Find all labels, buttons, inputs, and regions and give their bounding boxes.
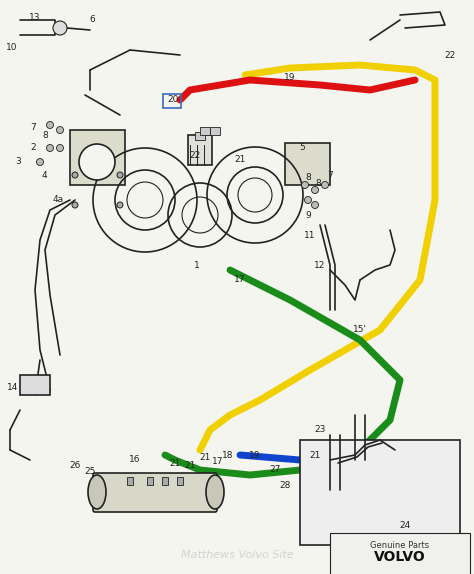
Bar <box>147 477 153 485</box>
Bar <box>70 130 125 185</box>
Text: 23: 23 <box>314 425 326 435</box>
Text: Genuine Parts: Genuine Parts <box>371 541 429 549</box>
Text: 9: 9 <box>305 211 311 219</box>
Ellipse shape <box>88 475 106 509</box>
Circle shape <box>72 202 78 208</box>
Text: 8: 8 <box>42 130 48 139</box>
Bar <box>162 477 168 485</box>
Bar <box>20 375 50 395</box>
Text: 17: 17 <box>212 457 224 467</box>
Text: 17: 17 <box>234 276 246 285</box>
Text: 14: 14 <box>7 383 18 393</box>
Bar <box>330 533 470 574</box>
Text: 21: 21 <box>199 453 210 463</box>
Circle shape <box>311 187 319 193</box>
Ellipse shape <box>206 475 224 509</box>
Bar <box>200 127 210 135</box>
Text: 21: 21 <box>169 459 181 467</box>
Text: 15': 15' <box>353 325 367 335</box>
Text: 27: 27 <box>269 466 281 475</box>
Bar <box>300 440 460 545</box>
Bar <box>188 135 212 165</box>
Bar <box>195 132 205 140</box>
FancyBboxPatch shape <box>93 473 217 512</box>
Circle shape <box>72 172 78 178</box>
Text: VOLVO: VOLVO <box>374 550 426 564</box>
Circle shape <box>321 181 328 188</box>
Text: 8: 8 <box>315 179 321 188</box>
Text: 4a: 4a <box>53 196 64 204</box>
Text: 28: 28 <box>279 480 291 490</box>
Circle shape <box>311 201 319 208</box>
Text: 7: 7 <box>30 123 36 133</box>
Bar <box>210 127 220 135</box>
Circle shape <box>53 21 67 35</box>
Text: 26: 26 <box>69 460 81 470</box>
Text: 10: 10 <box>6 44 18 52</box>
Text: 24: 24 <box>400 521 410 529</box>
Text: 19: 19 <box>249 451 261 460</box>
Text: 5: 5 <box>299 144 305 153</box>
Text: 7: 7 <box>327 170 333 180</box>
Circle shape <box>117 202 123 208</box>
Circle shape <box>117 172 123 178</box>
Circle shape <box>79 144 115 180</box>
Circle shape <box>46 145 54 152</box>
Text: 20: 20 <box>167 95 179 104</box>
Text: 4: 4 <box>41 170 47 180</box>
Text: 8: 8 <box>305 173 311 183</box>
Text: 22: 22 <box>190 150 201 160</box>
Text: 18: 18 <box>222 451 234 460</box>
Text: 16: 16 <box>129 456 141 464</box>
Bar <box>127 477 133 485</box>
Text: 11: 11 <box>304 231 316 239</box>
Circle shape <box>56 145 64 152</box>
Bar <box>177 477 183 485</box>
Text: Matthews Volvo Site: Matthews Volvo Site <box>181 550 293 560</box>
Text: 22: 22 <box>444 51 456 60</box>
Text: 12: 12 <box>314 261 326 270</box>
Circle shape <box>36 158 44 165</box>
Circle shape <box>46 122 54 129</box>
Circle shape <box>56 126 64 134</box>
Text: 13: 13 <box>29 14 41 22</box>
Text: 3: 3 <box>15 157 21 166</box>
Text: 25: 25 <box>84 467 96 476</box>
Text: 1: 1 <box>194 261 200 270</box>
Circle shape <box>304 196 311 204</box>
Text: 21: 21 <box>234 156 246 165</box>
Text: 21: 21 <box>184 460 196 470</box>
Bar <box>285 143 330 185</box>
Text: 21: 21 <box>310 451 321 460</box>
Text: 19: 19 <box>284 73 296 83</box>
Bar <box>163 94 181 108</box>
Circle shape <box>301 181 309 188</box>
Text: 2: 2 <box>30 144 36 153</box>
Text: 6: 6 <box>89 15 95 25</box>
